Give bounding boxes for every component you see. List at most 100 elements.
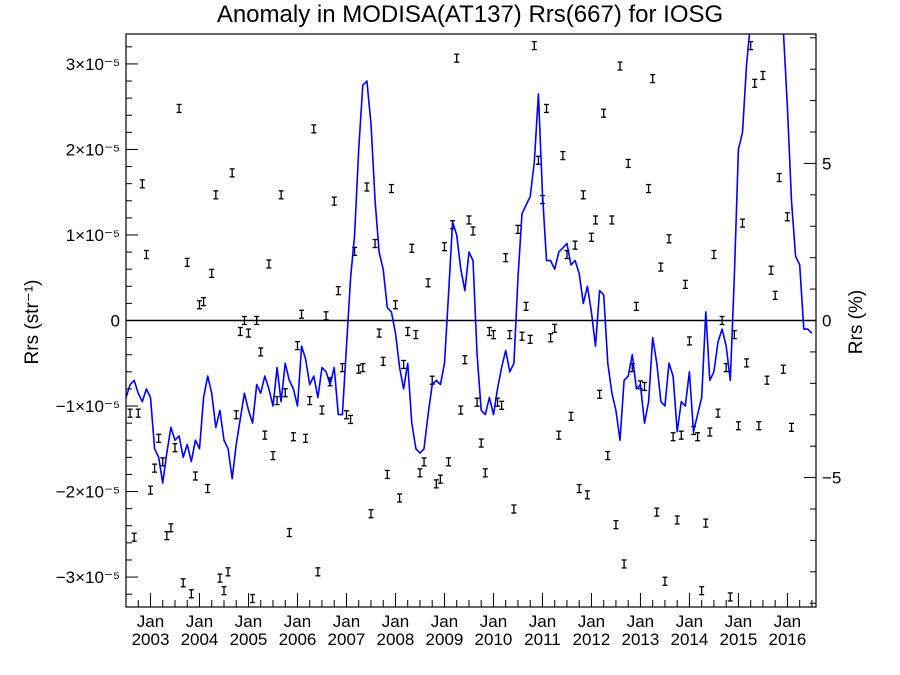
- data-marker: [756, 421, 762, 431]
- data-marker: [213, 190, 219, 200]
- data-marker: [646, 183, 652, 194]
- data-marker: [560, 150, 566, 161]
- data-marker: [670, 432, 676, 442]
- data-marker: [172, 443, 178, 453]
- data-marker: [678, 430, 684, 440]
- data-marker: [299, 309, 305, 319]
- data-marker: [650, 73, 656, 84]
- data-marker: [568, 411, 574, 421]
- left-tick-label: 1×10⁻⁵: [66, 226, 120, 245]
- marker-series: [127, 40, 795, 604]
- data-marker: [290, 432, 296, 442]
- data-marker: [307, 395, 313, 406]
- data-marker: [315, 567, 321, 577]
- left-tick-label: −3×10⁻⁵: [56, 568, 120, 587]
- data-marker: [572, 240, 578, 250]
- x-tick-month-label: Jan: [480, 612, 507, 631]
- data-marker: [433, 479, 439, 489]
- y-axis-label-left: Rrs (str⁻¹): [22, 280, 43, 365]
- data-marker: [519, 331, 525, 341]
- right-tick-label: −5: [822, 469, 841, 488]
- data-marker: [715, 408, 721, 418]
- data-marker: [490, 329, 496, 340]
- data-marker: [752, 78, 758, 88]
- data-marker: [593, 215, 599, 225]
- data-marker: [233, 410, 239, 420]
- x-tick-month-label: Jan: [431, 612, 458, 631]
- x-axis: Jan2003Jan2004Jan2005Jan2006Jan2007Jan20…: [125, 593, 813, 649]
- data-marker: [686, 336, 692, 346]
- data-marker: [294, 340, 300, 351]
- data-marker: [192, 471, 198, 481]
- data-marker: [401, 359, 407, 370]
- data-marker: [413, 329, 419, 340]
- data-marker: [613, 520, 619, 530]
- data-marker: [507, 329, 513, 340]
- data-marker: [176, 103, 182, 114]
- data-marker: [409, 243, 415, 253]
- x-tick-year-label: 2016: [769, 630, 807, 649]
- data-marker: [556, 430, 562, 440]
- x-tick-month-label: Jan: [725, 612, 752, 631]
- data-marker: [392, 300, 398, 310]
- data-marker: [282, 388, 288, 398]
- left-tick-label: 2×10⁻⁵: [66, 140, 120, 159]
- chart-title: Anomaly in MODISA(AT137) Rrs(667) for IO…: [217, 1, 723, 28]
- data-marker: [597, 389, 603, 399]
- right-tick-label: 5: [822, 154, 831, 173]
- data-marker: [331, 196, 337, 206]
- data-marker: [478, 438, 484, 448]
- data-marker: [417, 468, 423, 478]
- data-marker: [368, 509, 374, 519]
- x-tick-year-label: 2010: [475, 630, 513, 649]
- data-marker: [780, 364, 786, 374]
- data-marker: [633, 301, 639, 312]
- data-marker: [760, 70, 766, 81]
- x-tick-month-label: Jan: [529, 612, 556, 631]
- data-marker: [548, 333, 554, 343]
- data-marker: [605, 450, 611, 461]
- data-marker: [360, 362, 366, 373]
- data-marker: [266, 259, 272, 269]
- left-tick-label: 3×10⁻⁵: [66, 55, 120, 74]
- data-marker: [143, 249, 149, 260]
- data-marker: [209, 268, 215, 279]
- data-marker: [323, 311, 329, 321]
- data-marker: [258, 347, 264, 357]
- data-marker: [286, 527, 292, 538]
- x-tick-month-label: Jan: [333, 612, 360, 631]
- data-marker: [584, 490, 590, 500]
- data-marker: [462, 355, 468, 365]
- x-tick-year-label: 2011: [524, 630, 561, 649]
- data-marker: [147, 485, 153, 495]
- x-tick-year-label: 2003: [132, 630, 170, 649]
- data-marker: [278, 190, 284, 200]
- data-marker: [131, 532, 137, 542]
- data-marker: [511, 504, 517, 514]
- left-tick-label: −2×10⁻⁵: [56, 483, 120, 502]
- right-axis: 5 0 −5: [804, 37, 841, 604]
- data-marker: [682, 279, 688, 290]
- data-marker: [425, 278, 431, 288]
- data-marker: [441, 242, 447, 252]
- data-marker: [580, 190, 586, 200]
- x-tick-year-label: 2006: [279, 630, 317, 649]
- data-marker: [458, 405, 464, 415]
- data-marker: [372, 238, 378, 249]
- x-tick-year-label: 2009: [426, 630, 464, 649]
- data-marker: [270, 450, 276, 461]
- x-tick-month-label: Jan: [284, 612, 311, 631]
- data-marker: [254, 315, 260, 326]
- x-tick-month-label: Jan: [235, 612, 262, 631]
- left-tick-label: 0: [111, 312, 120, 331]
- data-marker: [262, 430, 268, 440]
- data-marker: [437, 474, 443, 484]
- data-marker: [229, 168, 235, 178]
- data-marker: [744, 358, 750, 368]
- data-marker: [609, 215, 615, 225]
- data-marker: [711, 249, 717, 260]
- x-tick-year-label: 2012: [573, 630, 611, 649]
- data-marker: [168, 523, 174, 533]
- data-marker: [348, 414, 354, 425]
- data-marker: [703, 518, 709, 528]
